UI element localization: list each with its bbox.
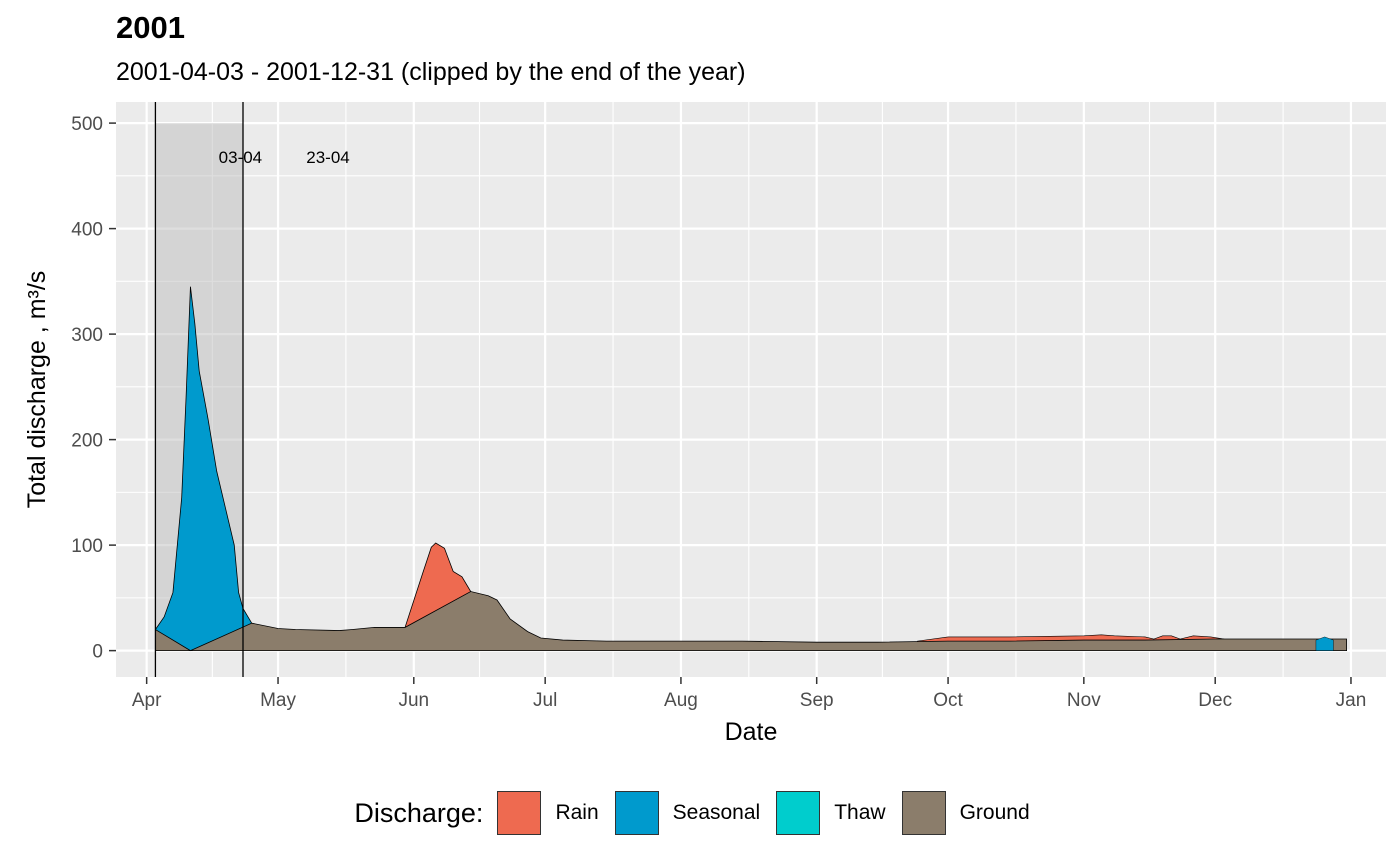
area-seasonal [155, 286, 253, 652]
legend-label-ground: Ground [959, 801, 1030, 824]
annotation-label-1: 03-04 [219, 148, 262, 167]
x-tick-label: Jun [398, 690, 429, 711]
x-tick-label: Aug [664, 690, 698, 711]
legend-label-seasonal: Seasonal [672, 801, 761, 824]
area-ground [155, 591, 1347, 652]
x-tick-label: Jul [533, 690, 557, 711]
legend-key-seasonal [614, 791, 659, 835]
x-tick-label: Apr [132, 690, 162, 711]
legend-key-rain [497, 791, 542, 835]
legend-item-rain: Rain [497, 791, 599, 835]
legend-key-ground [901, 791, 946, 835]
x-tick-label: Sep [800, 690, 834, 711]
legend-item-thaw: Thaw [776, 791, 886, 835]
x-tick-label: Nov [1067, 690, 1101, 711]
x-tick-label: Jan [1336, 690, 1367, 711]
chart-title: 2001 [116, 10, 185, 45]
annotation-label-2: 23-04 [306, 148, 349, 167]
y-tick-label: 200 [71, 431, 103, 452]
legend-item-seasonal: Seasonal [614, 791, 761, 835]
area-seasonal-blip [1315, 636, 1334, 651]
x-tick-label: May [260, 690, 296, 711]
x-tick-label: Dec [1198, 690, 1232, 711]
chart-subtitle: 2001-04-03 - 2001-12-31 (clipped by the … [116, 58, 746, 86]
y-tick-label: 100 [71, 536, 103, 557]
y-tick-label: 500 [71, 114, 103, 135]
y-tick-label: 0 [92, 642, 103, 663]
legend-key-thaw [776, 791, 821, 835]
legend-label-thaw: Thaw [834, 801, 886, 824]
x-tick-label: Oct [933, 690, 963, 711]
legend: Discharge: Rain Seasonal Thaw Ground [0, 788, 1400, 838]
y-tick-label: 400 [71, 220, 103, 241]
plot-panel [116, 102, 1386, 677]
x-axis-label: Date [725, 718, 778, 746]
legend-label-rain: Rain [555, 801, 599, 824]
legend-item-ground: Ground [901, 791, 1030, 835]
y-axis-label: Total discharge , m³/s [23, 271, 51, 509]
legend-title: Discharge: [354, 797, 484, 828]
y-tick-label: 300 [71, 325, 103, 346]
